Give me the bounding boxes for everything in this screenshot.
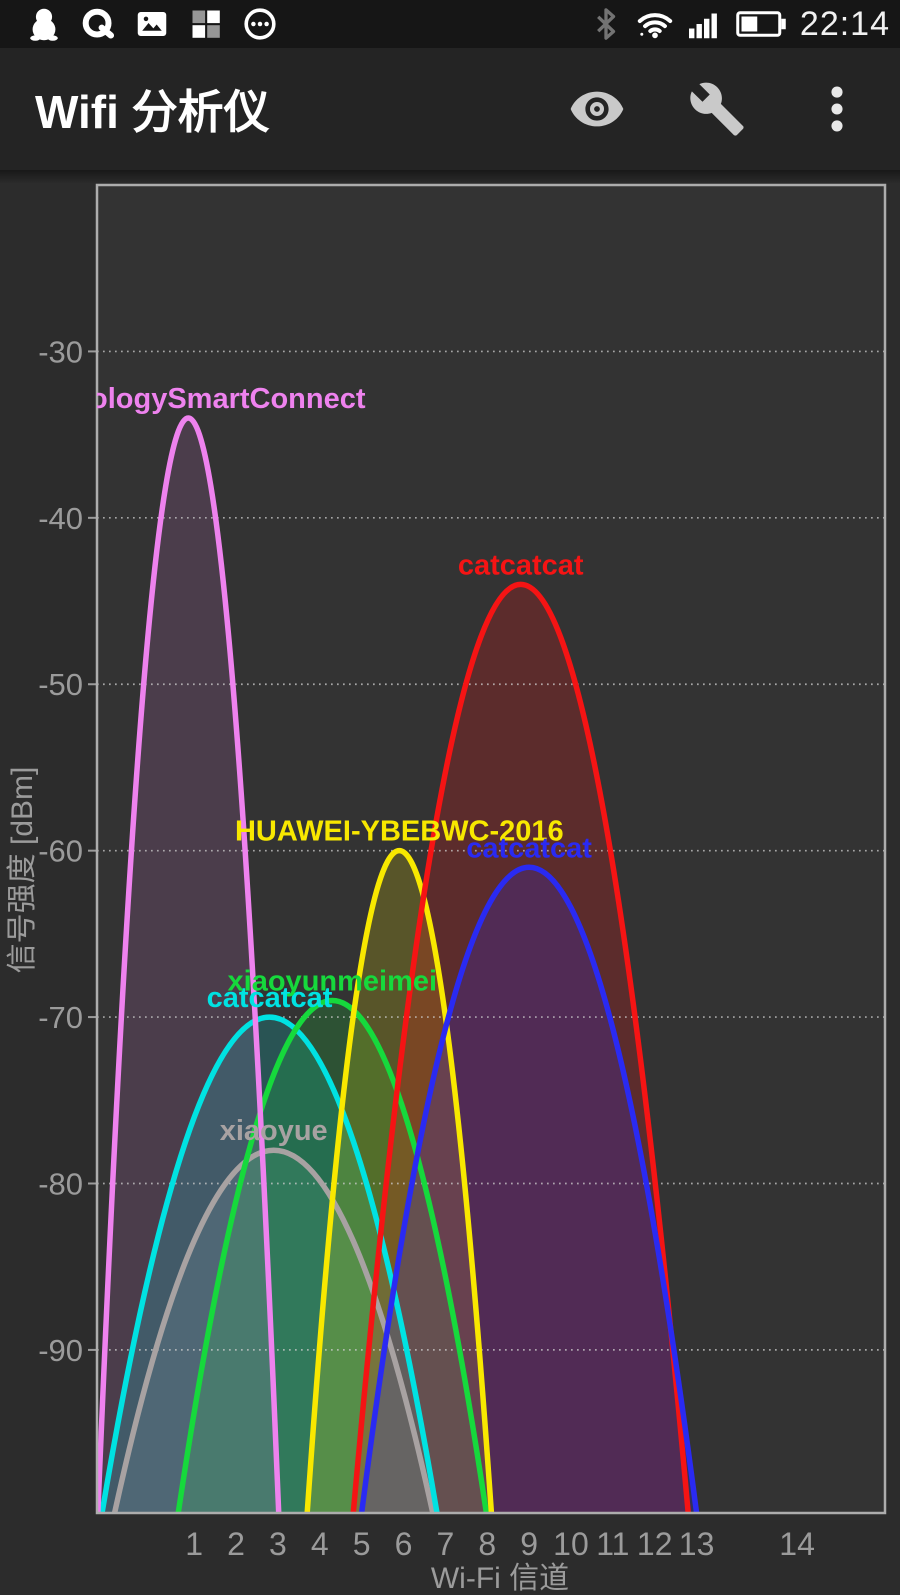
x-tick-label: 2: [227, 1526, 245, 1562]
network-label: catcatcat: [458, 549, 584, 581]
network-label: catcatcat: [207, 982, 333, 1014]
wifi-icon: [637, 13, 673, 39]
y-tick-label: -30: [38, 334, 83, 369]
more-circle-icon: [244, 8, 276, 40]
network-curve-HUAWEI-YBEBWC-2016[interactable]: [304, 848, 495, 1513]
y-axis-title: 信号强度 [dBm]: [6, 767, 39, 974]
x-tick-label: 5: [353, 1526, 371, 1562]
battery-icon: [736, 11, 786, 37]
x-tick-label: 9: [520, 1526, 538, 1562]
x-tick-label: 13: [679, 1526, 715, 1562]
plot-area: [97, 185, 885, 1513]
network-curve-ologySmartConnect[interactable]: [97, 415, 282, 1513]
x-tick-label: 10: [553, 1526, 589, 1562]
page-title: Wifi 分析仪: [35, 86, 270, 138]
network-label: xiaoyue: [220, 1115, 328, 1147]
eye-icon[interactable]: [568, 80, 626, 138]
clock: 22:14: [799, 4, 890, 43]
y-tick-label: -70: [38, 1000, 83, 1035]
network-label: HUAWEI-YBEBWC-2016: [235, 816, 564, 848]
network-label: catcatcat: [466, 832, 592, 864]
signal-icon: [688, 13, 717, 39]
x-tick-label: 3: [269, 1526, 287, 1562]
x-tick-label: 1: [185, 1526, 203, 1562]
x-tick-label: 4: [311, 1526, 329, 1562]
x-tick-label: 6: [395, 1526, 413, 1562]
network-curve-catcatcat[interactable]: [358, 864, 700, 1513]
x-axis-title: Wi-Fi 信道: [431, 1562, 569, 1595]
x-tick-label: 8: [478, 1526, 496, 1562]
network-curve-catcatcat[interactable]: [99, 1014, 440, 1513]
x-tick-label: 7: [436, 1526, 454, 1562]
notification-icons: [26, 6, 278, 42]
browser-q-icon: [82, 8, 115, 39]
gallery-icon: [137, 12, 167, 36]
network-curve-catcatcat[interactable]: [350, 582, 691, 1513]
y-tick-label: -90: [38, 1333, 83, 1368]
system-status-icons: 22:14: [588, 5, 890, 44]
x-tick-label: 11: [596, 1526, 629, 1562]
app-grid-icon: [192, 10, 220, 38]
wifi-channel-graph[interactable]: -30-40-50-60-70-80-90xiaoyuecatcatcatxia…: [0, 170, 900, 1595]
network-label: xiaoyunmeimei: [228, 965, 438, 997]
y-tick-label: -60: [38, 834, 83, 869]
overflow-menu-icon[interactable]: [808, 80, 866, 138]
app-bar: Wifi 分析仪: [0, 48, 900, 170]
wrench-icon[interactable]: [688, 80, 746, 138]
y-tick-label: -50: [38, 667, 83, 702]
network-curve-xiaoyunmeimei[interactable]: [175, 998, 490, 1513]
x-tick-label: 14: [779, 1526, 815, 1562]
y-tick-label: -40: [38, 501, 83, 536]
bluetooth-icon: [596, 8, 616, 40]
qq-icon: [30, 8, 58, 41]
status-bar: 22:14: [0, 0, 900, 48]
y-tick-label: -80: [38, 1166, 83, 1201]
plot-border: [95, 183, 887, 1515]
x-tick-label: 12: [637, 1526, 673, 1562]
network-label: ologySmartConnect: [90, 383, 366, 415]
